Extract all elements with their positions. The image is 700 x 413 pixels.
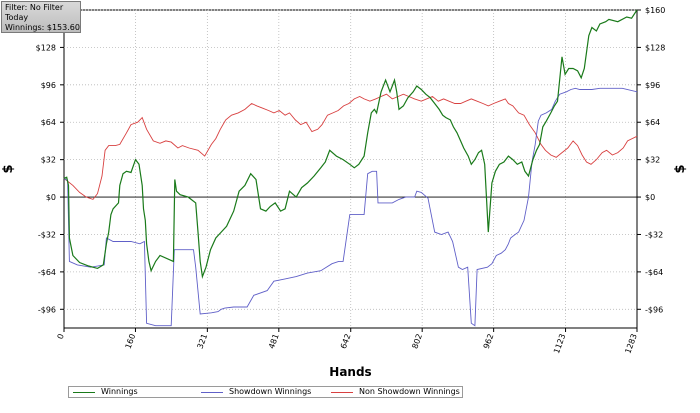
y-tick-right-label-3: $0 [645, 193, 655, 202]
y-tick-right-label-6: $96 [645, 81, 660, 90]
x-tick-label-0: 0 [56, 333, 66, 341]
legend-swatch-showdown [201, 391, 223, 393]
y-tick-right-label-0: -$96 [645, 305, 663, 314]
y-tick-left-label-1: -$64 [38, 268, 56, 277]
series-line-showdown-winnings [63, 87, 638, 327]
x-tick-label-6: 962 [482, 333, 496, 350]
y-axis-label-right: $ [673, 164, 688, 173]
filter-label: Filter: No Filter [5, 3, 64, 12]
y-tick-left-label-4: $32 [41, 156, 56, 165]
legend-label-non-showdown: Non Showdown Winnings [359, 387, 460, 396]
legend-label-showdown: Showdown Winnings [229, 387, 312, 396]
total-winnings-label: Winnings: $153.60 [5, 23, 80, 32]
x-tick-label-2: 321 [196, 333, 210, 350]
y-tick-left-label-6: $96 [41, 81, 56, 90]
x-tick-label-7: 1123 [552, 333, 567, 355]
y-tick-left-label-0: -$96 [38, 305, 56, 314]
y-tick-right-label-7: $128 [645, 43, 665, 52]
y-axis-label-left: $ [1, 164, 16, 173]
y-tick-left-label-2: -$32 [38, 230, 56, 239]
legend-swatch-non-showdown [331, 391, 353, 393]
x-tick-label-3: 481 [267, 333, 281, 350]
y-tick-right-label-4: $32 [645, 156, 660, 165]
period-label: Today [5, 13, 29, 22]
y-tick-left-label-3: $0 [46, 193, 56, 202]
series-line-non-showdown-winnings [63, 93, 638, 200]
x-tick-label-5: 802 [410, 333, 424, 350]
legend-item-showdown: Showdown Winnings [201, 387, 311, 397]
y-tick-right-label-5: $64 [645, 118, 660, 127]
legend-label-winnings: Winnings [101, 387, 138, 396]
legend-item-winnings: Winnings [73, 387, 138, 397]
x-axis-label: Hands [329, 365, 371, 379]
y-tick-right-label-2: -$32 [645, 230, 663, 239]
filter-info-box: Filter: No Filter Today Winnings: $153.6… [1, 1, 81, 33]
y-tick-right-label-1: -$64 [645, 268, 663, 277]
x-tick-label-8: 1283 [623, 333, 638, 355]
y-tick-left-label-7: $128 [36, 43, 56, 52]
legend-item-non-showdown: Non Showdown Winnings [331, 387, 460, 397]
chart-legend: Winnings Showdown Winnings Non Showdown … [68, 386, 463, 398]
series-line-winnings [63, 9, 638, 279]
x-tick-label-1: 160 [124, 333, 138, 350]
legend-swatch-winnings [73, 391, 95, 393]
y-tick-right-label-8: $160 [645, 6, 665, 15]
x-tick-label-4: 642 [339, 333, 353, 350]
y-tick-left-label-5: $64 [41, 118, 56, 127]
